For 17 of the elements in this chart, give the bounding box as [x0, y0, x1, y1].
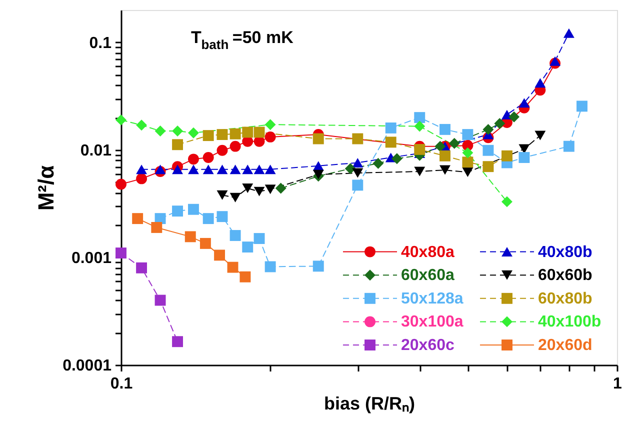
x-axis-title: bias (R/Rₙ) — [324, 394, 416, 414]
y-tick-label: 0.01 — [80, 142, 112, 160]
legend-label: 20x60d — [538, 337, 592, 354]
legend-label: 60x60b — [538, 267, 592, 284]
legend-label: 30x100a — [401, 314, 464, 331]
legend-label: 40x100b — [538, 314, 602, 331]
legend-label: 20x60c — [401, 337, 454, 354]
y-tick-label: 0.001 — [71, 250, 112, 267]
legend-label: 60x80b — [538, 290, 592, 308]
x-tick-label: 1 — [613, 376, 622, 392]
legend-label: 40x80a — [401, 244, 454, 261]
legend-label: 50x128a — [401, 290, 464, 308]
y-axis-title: M²/α — [34, 164, 59, 211]
legend-label: 60x60a — [401, 267, 454, 284]
y-tick-label: 0.0001 — [62, 358, 112, 374]
legend-label: 40x80b — [538, 244, 592, 261]
y-tick-label: 0.1 — [89, 34, 112, 52]
